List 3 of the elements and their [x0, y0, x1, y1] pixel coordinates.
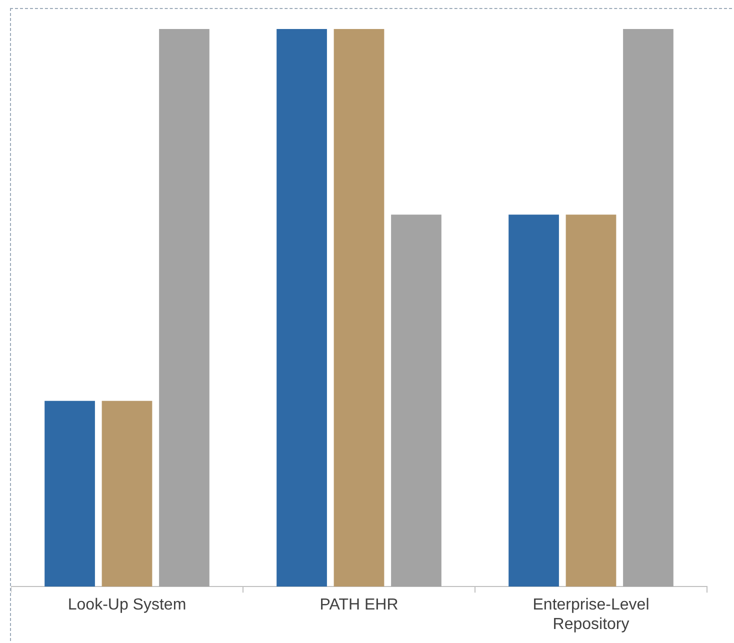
x-tick-label: PATH EHR: [320, 596, 398, 614]
x-tick-label: Enterprise-Level Repository: [532, 596, 650, 633]
x-tick-label: Look-Up System: [68, 596, 186, 614]
